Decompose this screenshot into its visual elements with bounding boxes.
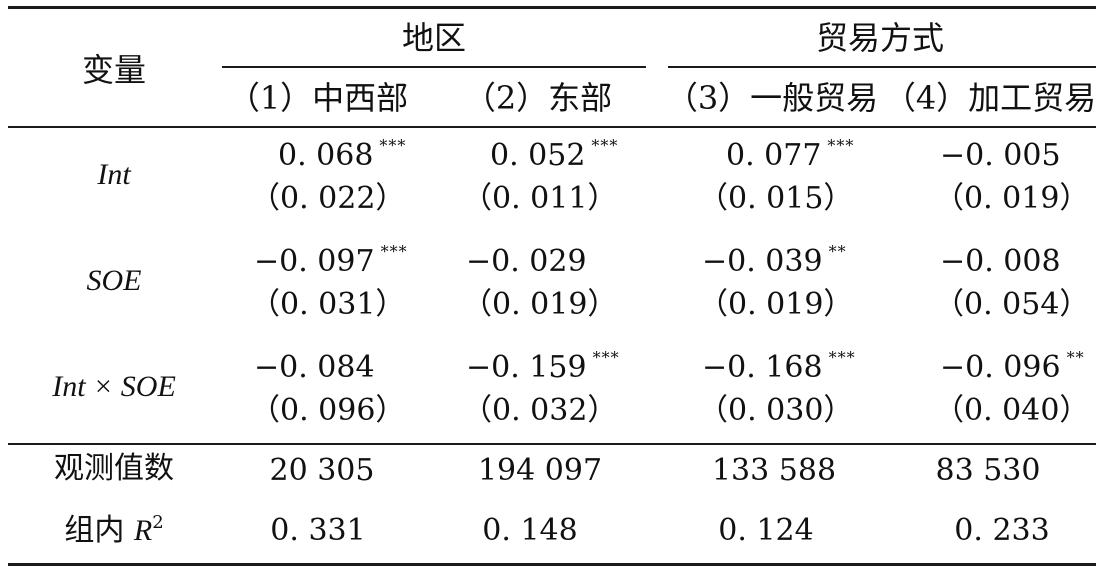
se-cell: （0. 019） <box>462 287 618 322</box>
se-cell: （0. 011） <box>462 181 618 216</box>
coef-cell: −0. 039 ** <box>702 242 847 279</box>
se-cell: （0. 019） <box>934 181 1090 216</box>
se-cell: （0. 040） <box>934 393 1090 428</box>
r2-cell: 0. 148 <box>482 513 578 548</box>
column-header-1: （1）中西部 <box>227 79 409 117</box>
coef-cell: −0. 005 <box>940 138 1061 173</box>
trade-group-header: 贸易方式 <box>815 19 945 57</box>
region-group-underline <box>222 66 646 68</box>
coef-cell: −0. 159 *** <box>466 348 620 385</box>
coef-cell: −0. 029 <box>466 244 587 279</box>
header-bottom-rule <box>8 126 1096 128</box>
obs-label: 观测值数 <box>54 451 174 486</box>
column-header-4: （4）加工贸易 <box>883 79 1097 117</box>
column-header-3: （3）一般贸易 <box>665 79 879 117</box>
se-cell: （0. 031） <box>250 287 406 322</box>
variable-header: 变量 <box>81 51 147 89</box>
coef-cell: 0. 077 *** <box>726 136 855 173</box>
coef-cell: 0. 068 *** <box>278 136 407 173</box>
obs-cell: 83 530 <box>935 453 1041 488</box>
obs-cell: 20 305 <box>269 453 375 488</box>
se-cell: （0. 030） <box>698 393 854 428</box>
trade-group-underline <box>668 66 1096 68</box>
r2-cell: 0. 331 <box>270 513 366 548</box>
coef-cell: −0. 084 <box>254 350 375 385</box>
row-label-int-x-soe: Int × SOE <box>52 370 176 403</box>
row-label-soe: SOE <box>86 264 142 297</box>
se-cell: （0. 022） <box>250 181 406 216</box>
top-rule <box>8 6 1096 9</box>
body-bottom-rule <box>8 443 1096 445</box>
obs-cell: 133 588 <box>711 453 837 488</box>
r2-label: 组内 R2 <box>64 512 164 548</box>
coef-cell: −0. 168 *** <box>702 348 856 385</box>
coef-cell: −0. 097 *** <box>254 242 408 279</box>
coef-cell: −0. 096 ** <box>940 348 1085 385</box>
row-label-int: Int <box>97 158 131 191</box>
region-group-header: 地区 <box>401 19 467 57</box>
se-cell: （0. 032） <box>462 393 618 428</box>
obs-cell: 194 097 <box>477 453 603 488</box>
se-cell: （0. 019） <box>698 287 854 322</box>
se-cell: （0. 054） <box>934 287 1090 322</box>
bottom-rule <box>8 563 1096 566</box>
se-cell: （0. 015） <box>698 181 854 216</box>
coef-cell: −0. 008 <box>940 244 1061 279</box>
r2-cell: 0. 233 <box>954 513 1050 548</box>
r2-cell: 0. 124 <box>718 513 814 548</box>
coef-cell: 0. 052 *** <box>490 136 619 173</box>
se-cell: （0. 096） <box>250 393 406 428</box>
column-header-2: （2）东部 <box>463 79 613 117</box>
